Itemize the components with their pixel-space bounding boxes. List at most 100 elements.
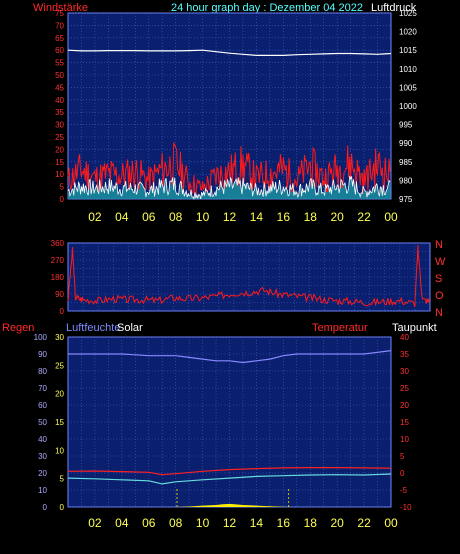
x-tick-label: 20 — [330, 516, 344, 530]
temperature-tick-label: -5 — [400, 486, 408, 495]
direction-tick-label: 0 — [60, 307, 65, 316]
temperature-series — [67, 350, 392, 507]
temperature-tick-label: 10 — [400, 435, 409, 444]
x-tick-label: 00 — [384, 516, 398, 530]
wind-tick-label: 5 — [60, 183, 65, 192]
wind-axis-title: Windstärke — [33, 2, 88, 14]
rain-tick-label: 20 — [38, 469, 47, 478]
x-tick-label: 08 — [169, 516, 183, 530]
pressure-tick-label: 995 — [399, 121, 413, 130]
x-axis-ticks-top: 02 04 06 08 10 12 14 16 18 20 22 00 — [88, 210, 398, 224]
rain-tick-label: 80 — [38, 367, 47, 376]
x-tick-label: 12 — [223, 210, 237, 224]
pressure-tick-label: 980 — [399, 176, 413, 185]
direction-axis-ticks: 0 90 180 270 360 — [51, 239, 65, 316]
rain-tick-label: 60 — [38, 401, 47, 410]
wind-average-line — [67, 175, 391, 201]
pressure-tick-label: 1015 — [399, 46, 417, 55]
x-tick-label: 16 — [277, 210, 291, 224]
temperature-tick-label: 35 — [400, 350, 409, 359]
temperature-tick-label: 25 — [400, 384, 409, 393]
wind-tick-label: 10 — [55, 170, 64, 179]
x-tick-label: 16 — [277, 516, 291, 530]
wind-tick-label: 50 — [55, 71, 64, 80]
temperature-tick-label: -10 — [400, 503, 412, 512]
wind-tick-label: 25 — [55, 133, 64, 142]
wind-axis-ticks: 0 5 10 15 20 25 30 35 40 45 50 55 60 65 70 75 — [55, 9, 64, 204]
compass-tick-label: W — [435, 256, 446, 268]
x-tick-label: 22 — [357, 210, 371, 224]
humidity-tick-label: 30 — [55, 333, 64, 342]
wind-tick-label: 70 — [55, 21, 64, 30]
x-tick-label: 20 — [330, 210, 344, 224]
wind-direction-line — [67, 245, 430, 308]
rain-tick-label: 40 — [38, 435, 47, 444]
solar-area — [175, 503, 291, 507]
temperature-axis-title: Temperatur — [312, 322, 368, 334]
dewpoint-line — [67, 473, 392, 485]
temperature-tick-label: 5 — [400, 452, 405, 461]
x-tick-label: 18 — [304, 516, 318, 530]
x-tick-label: 02 — [88, 516, 102, 530]
wind-average-area — [68, 175, 391, 199]
temperature-tick-label: 20 — [400, 401, 409, 410]
pressure-tick-label: 1000 — [399, 102, 417, 111]
x-tick-label: 02 — [88, 210, 102, 224]
direction-grid — [68, 242, 430, 312]
wind-series — [67, 49, 392, 201]
pressure-tick-label: 1025 — [399, 9, 417, 18]
humidity-tick-label: 15 — [55, 418, 64, 427]
temperature-grid — [68, 336, 391, 508]
wind-grid — [68, 12, 391, 200]
wind-tick-label: 20 — [55, 145, 64, 154]
temperature-tick-label: 15 — [400, 418, 409, 427]
pressure-tick-label: 1020 — [399, 28, 417, 37]
pressure-line — [67, 49, 392, 57]
compass-tick-label: O — [435, 290, 444, 302]
wind-tick-label: 30 — [55, 121, 64, 130]
x-tick-label: 22 — [357, 516, 371, 530]
rain-tick-label: 90 — [38, 350, 47, 359]
x-tick-label: 06 — [142, 516, 156, 530]
temperature-tick-label: 40 — [400, 333, 409, 342]
direction-tick-label: 270 — [51, 256, 65, 265]
dewpoint-axis-title: Taupunkt — [392, 322, 437, 334]
wind-tick-label: 65 — [55, 34, 64, 43]
wind-tick-label: 45 — [55, 83, 64, 92]
wind-tick-label: 35 — [55, 108, 64, 117]
humidity-tick-label: 0 — [60, 503, 65, 512]
wind-tick-label: 40 — [55, 96, 64, 105]
pressure-tick-label: 985 — [399, 158, 413, 167]
wind-gust-line — [67, 141, 391, 195]
chart-title: 24 hour graph day : Dezember 04 2022 — [171, 2, 363, 14]
wind-tick-label: 75 — [55, 9, 64, 18]
humidity-axis-title: Luftfeuchte — [66, 322, 120, 334]
x-tick-label: 10 — [196, 210, 210, 224]
x-tick-label: 14 — [250, 210, 264, 224]
rain-tick-label: 100 — [34, 333, 48, 342]
rain-tick-label: 50 — [38, 418, 47, 427]
pressure-tick-label: 1005 — [399, 83, 417, 92]
rain-axis-title: Regen — [2, 322, 34, 334]
direction-series — [67, 245, 430, 308]
rain-tick-label: 10 — [38, 486, 47, 495]
pressure-tick-label: 975 — [399, 195, 413, 204]
wind-tick-label: 0 — [60, 195, 65, 204]
x-tick-label: 08 — [169, 210, 183, 224]
x-tick-label: 06 — [142, 210, 156, 224]
pressure-axis-title: Luftdruck — [371, 2, 417, 14]
rain-tick-label: 30 — [38, 452, 47, 461]
x-tick-label: 00 — [384, 210, 398, 224]
rain-tick-label: 70 — [38, 384, 47, 393]
temperature-tick-label: 30 — [400, 367, 409, 376]
temperature-axis-ticks: -10 -5 0 5 10 15 20 25 30 35 40 — [400, 333, 412, 512]
compass-tick-label: N — [435, 307, 443, 319]
x-tick-label: 10 — [196, 516, 210, 530]
rain-axis-ticks: 0 10 20 30 40 50 60 70 80 90 100 — [34, 333, 48, 512]
direction-tick-label: 90 — [55, 290, 64, 299]
temperature-line — [67, 467, 392, 476]
